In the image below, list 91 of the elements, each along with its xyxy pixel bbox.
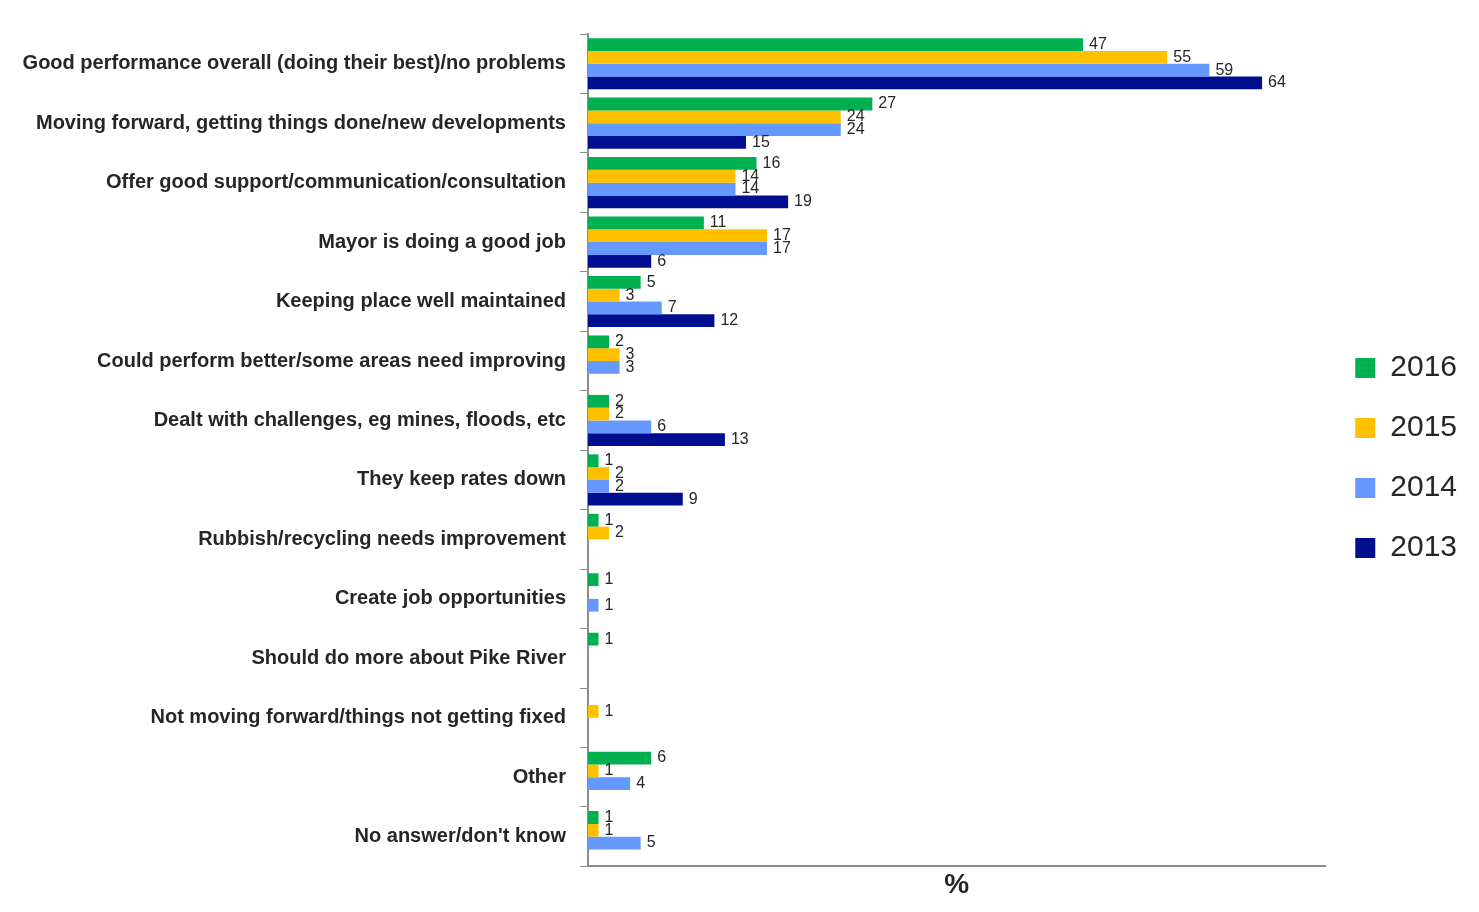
data-label: 47 — [1089, 34, 1107, 52]
bar — [588, 242, 768, 255]
bar — [588, 407, 610, 421]
bar — [588, 157, 757, 170]
bar — [588, 492, 683, 506]
bar — [588, 598, 599, 612]
data-label: 2 — [615, 332, 625, 350]
bar — [588, 777, 631, 790]
data-label: 1 — [604, 595, 614, 613]
bar — [588, 229, 768, 243]
data-label: 27 — [878, 94, 897, 112]
data-label: 16 — [762, 153, 781, 171]
bar — [588, 182, 736, 196]
y-tick-label: Could perform better/some areas need improving — [97, 348, 566, 371]
bar — [588, 823, 599, 837]
data-label: 4 — [636, 774, 646, 792]
data-label: 19 — [794, 192, 813, 210]
data-label: 5 — [646, 833, 656, 851]
y-tick-label: Good performance overall (doing their best)/no problems — [22, 51, 566, 74]
data-label: 7 — [667, 298, 677, 316]
bar — [588, 361, 620, 374]
bar — [588, 454, 599, 468]
x-axis-title: % — [944, 867, 970, 899]
data-label: 1 — [604, 510, 614, 528]
bar — [588, 433, 725, 447]
bar — [588, 704, 599, 718]
data-label: 5 — [646, 272, 656, 290]
data-label: 2 — [615, 523, 625, 541]
y-tick-label: No answer/don't know — [354, 824, 567, 847]
data-label: 6 — [657, 417, 667, 435]
legend-label: 2015 — [1390, 409, 1458, 443]
y-tick-label: Rubbish/recycling needs improvement — [198, 526, 567, 549]
y-tick-label: Dealt with challenges, eg mines, floods, etc — [153, 407, 566, 430]
bar — [588, 195, 789, 209]
bar — [588, 479, 610, 493]
data-label: 6 — [657, 748, 667, 766]
y-tick-label: Should do more about Pike River — [251, 645, 567, 668]
legend-label: 2014 — [1390, 469, 1458, 503]
bar — [588, 632, 599, 646]
data-label: 1 — [604, 761, 614, 779]
bar — [588, 38, 1084, 51]
bar — [588, 110, 841, 124]
y-tick-label: Keeping place well maintained — [275, 289, 566, 312]
data-label: 1 — [604, 701, 614, 719]
data-label: 12 — [720, 311, 739, 329]
bar — [588, 394, 610, 408]
bar — [588, 467, 610, 480]
data-label: 6 — [657, 251, 667, 269]
y-tick-label: Moving forward, getting things done/new developments — [35, 110, 566, 133]
data-label: 64 — [1268, 73, 1286, 91]
bar — [588, 811, 599, 824]
data-label: 1 — [604, 451, 614, 469]
bar — [588, 526, 610, 540]
bar — [588, 135, 746, 149]
bar — [588, 420, 652, 434]
data-label: 9 — [688, 489, 698, 507]
data-label: 15 — [751, 132, 770, 150]
bar — [588, 836, 641, 850]
bar — [588, 50, 1168, 64]
data-label: 3 — [625, 285, 635, 303]
data-label: 13 — [730, 430, 749, 448]
data-label: 59 — [1215, 60, 1234, 78]
data-label: 55 — [1173, 47, 1192, 65]
bar — [588, 301, 662, 315]
bar — [588, 76, 1263, 90]
y-tick-label: Offer good support/communication/consultation — [106, 170, 566, 193]
data-label: 1 — [604, 629, 614, 647]
y-tick-label: Mayor is doing a good job — [318, 229, 566, 252]
bar — [588, 275, 641, 289]
bar — [588, 169, 736, 183]
bar — [588, 513, 599, 527]
bar — [588, 97, 873, 111]
bar — [588, 335, 610, 349]
legend-label: 2016 — [1390, 349, 1458, 383]
bar — [588, 751, 652, 765]
y-tick-label: Other — [512, 764, 567, 787]
y-tick-label: Create job opportunities — [334, 586, 566, 609]
bar — [588, 63, 1210, 77]
bar — [588, 123, 841, 136]
data-label: 1 — [604, 570, 614, 588]
bar — [588, 288, 620, 302]
bar — [588, 216, 704, 230]
y-tick-label: They keep rates down — [357, 467, 566, 490]
y-tick-label: Not moving forward/things not getting fixed — [150, 705, 566, 728]
bar — [588, 348, 620, 362]
bar — [588, 764, 599, 778]
legend-label: 2013 — [1390, 529, 1458, 563]
bar — [588, 254, 652, 268]
data-label: 11 — [709, 213, 727, 231]
bar — [588, 573, 599, 587]
bar — [588, 314, 715, 328]
